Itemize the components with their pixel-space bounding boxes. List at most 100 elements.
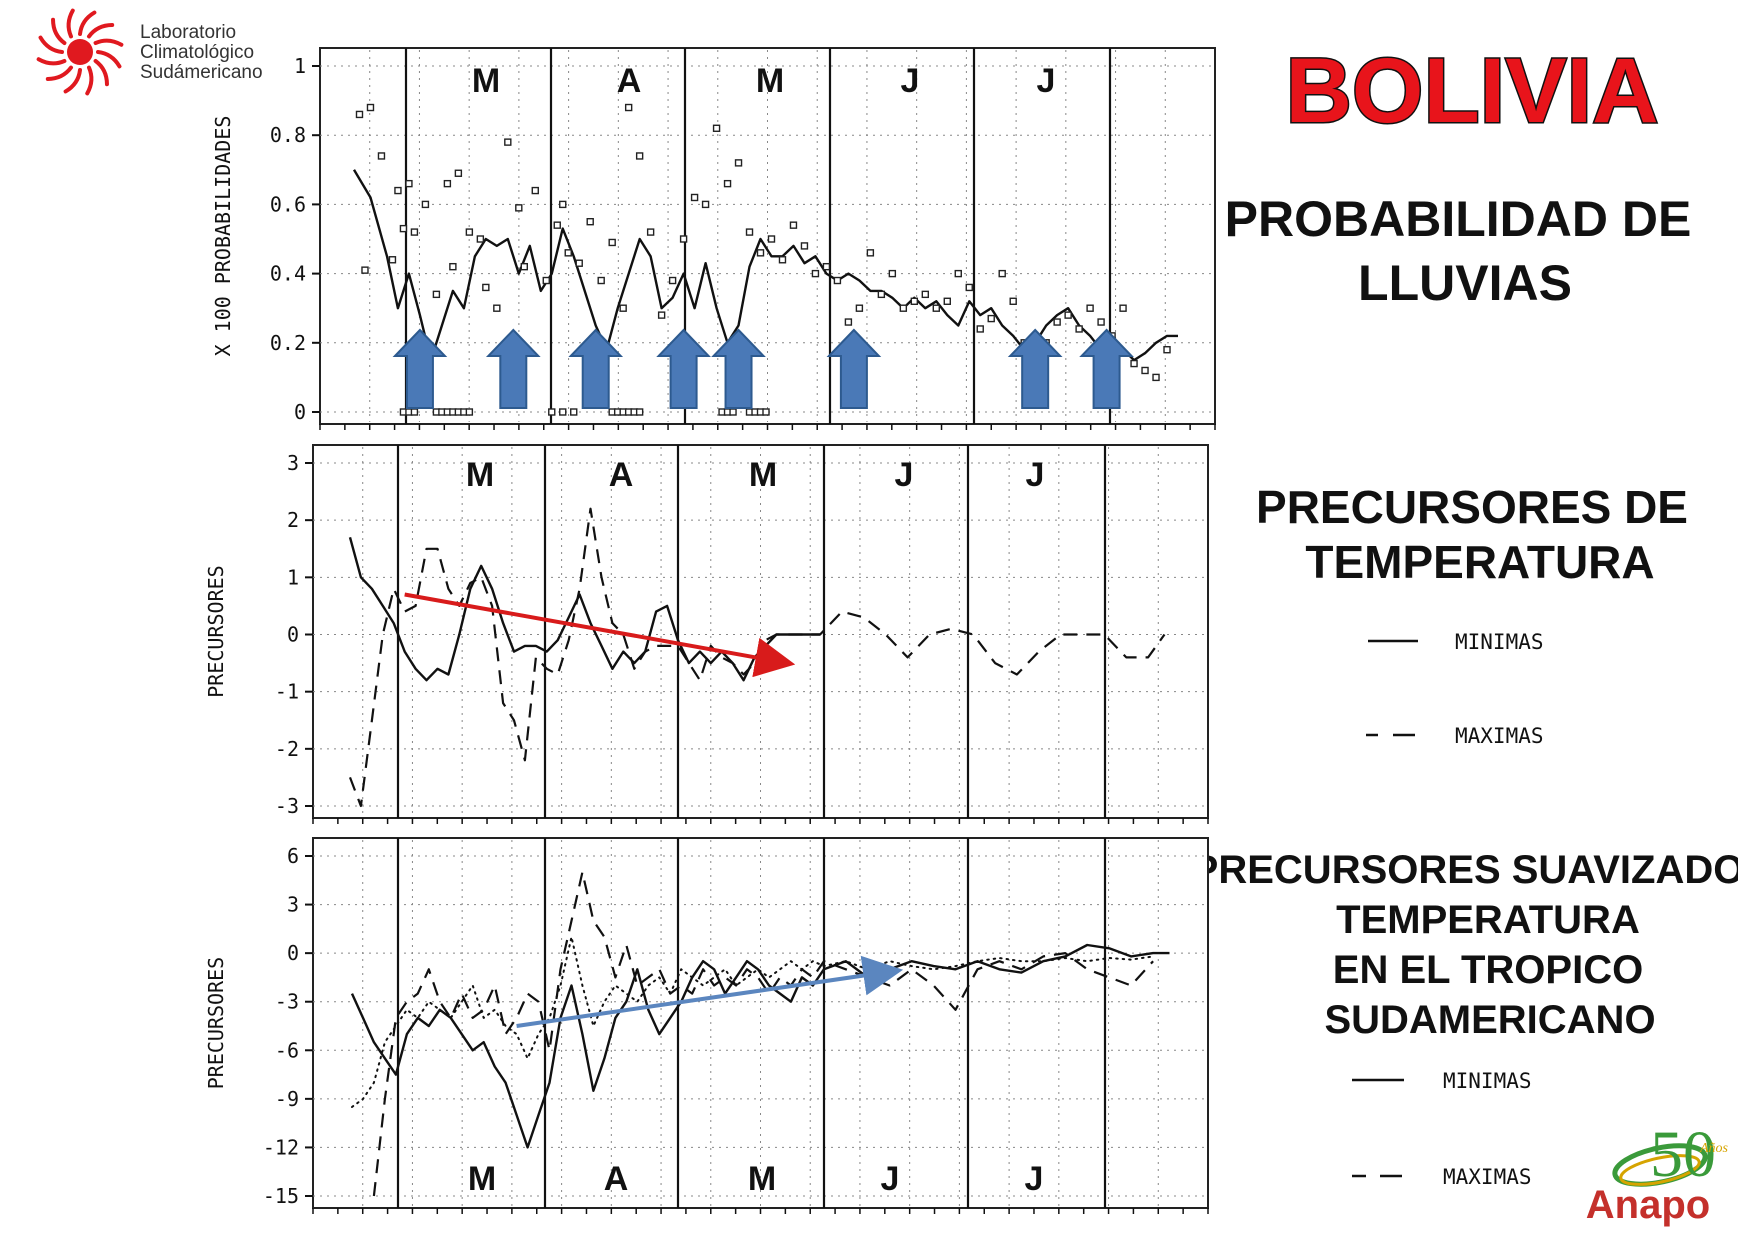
data-point — [575, 259, 583, 267]
data-point — [1064, 311, 1072, 319]
data-point — [399, 224, 408, 233]
up-arrow-icon — [568, 328, 624, 409]
data-point — [646, 228, 655, 236]
zero-points-series — [399, 408, 770, 416]
rain-markers — [392, 328, 1134, 409]
y-tick-label: -15 — [263, 1184, 299, 1208]
month-label: A — [617, 62, 642, 100]
sun-ray — [51, 17, 67, 45]
data-point — [767, 235, 776, 243]
up-arrow-icon — [392, 328, 448, 409]
sun-ray — [36, 57, 67, 66]
country-title: BOLIVIA — [1285, 40, 1658, 142]
y-tick-label: 0 — [294, 400, 306, 424]
data-point — [465, 408, 474, 416]
data-point — [745, 228, 754, 236]
data-point — [586, 217, 594, 226]
chart-panel-3: -15 -12 -9 -6 -3 0 3 6 PRECURSORES M A M J J — [204, 837, 1209, 1214]
y-tick-label: 1 — [294, 54, 306, 78]
month-label: J — [1037, 62, 1056, 100]
data-point — [723, 179, 732, 188]
data-point — [822, 262, 831, 271]
data-point — [410, 228, 419, 236]
data-point — [800, 242, 809, 250]
data-point — [564, 249, 572, 257]
y-tick-label: 0.6 — [270, 192, 306, 216]
minimas-series — [350, 943, 1170, 1149]
data-point — [932, 304, 940, 312]
data-point — [987, 314, 995, 323]
sun-ray — [93, 38, 124, 47]
data-point — [756, 249, 765, 257]
right-panel: PROBABILIDAD DE LLUVIAS PRECURSORES DE T… — [1192, 191, 1738, 1189]
data-point — [515, 204, 523, 212]
data-point — [443, 179, 452, 188]
month-label: J — [881, 1160, 900, 1198]
data-point — [432, 290, 441, 299]
data-point — [608, 238, 616, 247]
data-point — [465, 228, 474, 236]
legend1-max-label: MAXIMAS — [1455, 724, 1544, 748]
month-label: A — [609, 456, 634, 494]
data-point — [482, 283, 490, 292]
data-point — [789, 221, 798, 229]
y-tick-label: 3 — [287, 451, 299, 475]
data-point — [454, 169, 463, 177]
y-tick-label: 2 — [287, 508, 299, 532]
rain-title-line-1: PROBABILIDAD DE — [1225, 191, 1692, 247]
month-label: A — [604, 1160, 629, 1198]
data-point — [877, 290, 886, 299]
data-point — [762, 408, 770, 416]
legend1-min-label: MINIMAS — [1455, 630, 1544, 654]
data-point — [1130, 359, 1138, 368]
y-tick-label: 1 — [287, 565, 299, 589]
month-label: M — [749, 456, 777, 494]
month-label: J — [895, 456, 914, 494]
legend2-max-label: MAXIMAS — [1443, 1165, 1532, 1189]
up-arrow-icon — [485, 328, 541, 409]
data-point — [635, 408, 644, 416]
y-axis-label: PRECURSORES — [204, 957, 228, 1089]
minimas-series — [348, 536, 821, 682]
sun-ray — [96, 50, 122, 69]
y-tick-label: 0 — [287, 623, 299, 647]
y-tick-label: 0.2 — [270, 331, 306, 355]
data-point — [921, 290, 930, 299]
dotted-series — [351, 936, 1155, 1108]
data-point — [542, 276, 550, 285]
up-arrow-icon — [1079, 328, 1134, 409]
sun-ray — [85, 65, 94, 96]
data-point — [504, 138, 512, 146]
data-point — [910, 297, 919, 305]
data-point — [690, 193, 699, 202]
data-point — [1086, 304, 1094, 312]
solid-series — [352, 169, 1178, 362]
data-point — [388, 256, 397, 264]
chart-panel-1: 0 0.2 0.4 0.6 0.8 1 X 100 PROBABILIDADES M A M J J — [211, 47, 1216, 430]
up-arrow-icon — [711, 328, 766, 409]
data-point — [668, 276, 677, 285]
y-tick-label: -1 — [275, 680, 299, 704]
data-point — [520, 262, 528, 271]
y-axis-label: PRECURSORES — [204, 565, 228, 697]
anapo-years-suffix: Años — [1699, 1141, 1729, 1156]
data-point — [778, 256, 787, 264]
data-point — [410, 408, 419, 416]
legend2-min-label: MINIMAS — [1443, 1069, 1532, 1093]
y-axis-label: X 100 PROBABILIDADES — [211, 116, 235, 357]
smooth-title-line-4: SUDAMERICANO — [1324, 998, 1655, 1042]
chart-panel-2: -3 -2 -1 0 1 2 3 PRECURSORES M A M J J — [204, 444, 1209, 824]
data-point — [679, 235, 688, 243]
month-label: J — [901, 62, 920, 100]
sun-ray — [66, 8, 75, 39]
temp-title-line-2: TEMPERATURA — [1305, 536, 1654, 588]
up-arrow-icon — [656, 328, 711, 409]
data-point — [888, 269, 897, 278]
y-tick-label: -9 — [275, 1087, 299, 1111]
data-point — [1053, 318, 1061, 326]
data-point — [421, 200, 430, 209]
month-label: M — [756, 62, 784, 100]
temp-title-line-1: PRECURSORES DE — [1256, 481, 1688, 533]
data-point — [998, 269, 1006, 278]
plot-frame — [319, 47, 1216, 425]
